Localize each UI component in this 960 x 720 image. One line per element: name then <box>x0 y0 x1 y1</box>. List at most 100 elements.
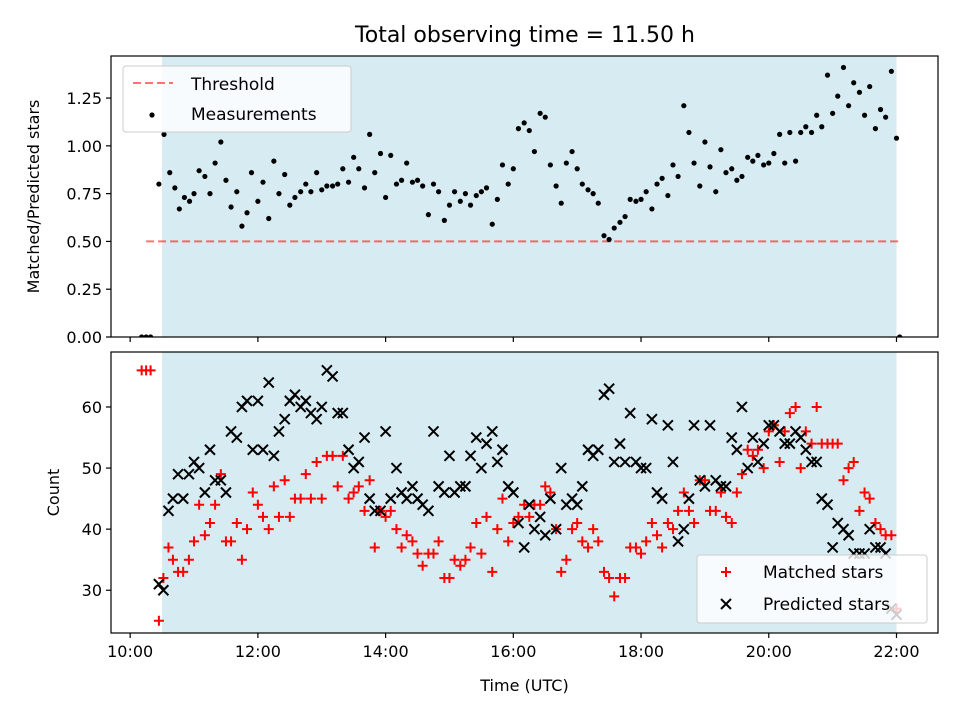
measurement-point <box>659 175 665 181</box>
legend-matched-swatch <box>721 567 731 577</box>
measurement-point <box>510 166 516 172</box>
measurement-point <box>681 103 687 109</box>
measurement-point <box>356 166 362 172</box>
matched-star-point <box>263 524 274 535</box>
predicted-star-point <box>459 480 472 493</box>
predicted-star-point <box>747 431 759 444</box>
predicted-star-point <box>667 456 679 468</box>
matched-star-point <box>561 554 572 565</box>
measurement-point <box>563 160 569 166</box>
predicted-star-point <box>603 382 615 395</box>
measurement-point <box>670 162 676 168</box>
x-tick-label: 18:00 <box>618 642 664 661</box>
predicted-star-point <box>199 486 211 499</box>
predicted-star-point <box>656 492 668 505</box>
matched-star-point <box>726 518 737 529</box>
predicted-star-point <box>273 425 285 438</box>
measurement-point <box>803 124 809 130</box>
predicted-star-point <box>300 395 312 407</box>
measurement-point <box>276 191 282 197</box>
matched-star-point <box>460 554 471 565</box>
predicted-star-point <box>608 456 620 468</box>
predicted-star-point <box>794 431 807 444</box>
predicted-star-point <box>363 492 376 505</box>
measurement-point <box>361 185 368 191</box>
predicted-star-point <box>704 419 716 432</box>
measurement-point <box>627 196 633 202</box>
measurement-point <box>308 189 314 195</box>
measurement-point <box>622 213 628 220</box>
measurement-point <box>505 181 511 187</box>
predicted-star-point <box>268 450 280 462</box>
measurement-point <box>473 192 479 199</box>
measurement-point <box>367 131 373 137</box>
predicted-star-point <box>454 480 467 493</box>
y-tick-label: 1.25 <box>66 89 102 108</box>
predicted-star-point <box>316 401 328 413</box>
measurement-point <box>248 170 255 176</box>
matched-star-point <box>300 469 311 480</box>
measurement-point <box>824 72 831 78</box>
measurement-point <box>414 177 421 183</box>
matched-star-point <box>204 518 215 529</box>
measurement-point <box>340 166 346 172</box>
matched-star-point <box>407 536 418 547</box>
matched-star-point <box>736 469 747 480</box>
measurement-point <box>851 80 857 86</box>
predicted-star-point <box>683 492 695 505</box>
matched-star-point <box>556 566 567 577</box>
predicted-star-point <box>162 505 175 517</box>
measurement-point <box>404 160 410 166</box>
measurement-point <box>766 160 772 166</box>
matched-star-point <box>779 426 790 437</box>
matched-star-point <box>513 511 524 522</box>
matched-star-point <box>247 487 258 498</box>
predicted-star-point <box>475 462 488 474</box>
predicted-star-point <box>427 425 440 438</box>
measurement-point <box>207 191 213 197</box>
predicted-star-point <box>183 468 195 480</box>
measurement-point <box>579 181 585 187</box>
matched-star-point <box>593 536 604 547</box>
x-tick-label: 16:00 <box>490 642 536 661</box>
measurement-point <box>888 68 894 74</box>
matched-star-point <box>210 499 221 510</box>
matched-star-point <box>503 536 514 547</box>
matched-star-point <box>699 475 710 486</box>
measurement-point <box>723 170 729 176</box>
matched-star-point <box>683 505 694 516</box>
predicted-star-point <box>342 444 355 456</box>
predicted-star-point <box>379 425 392 438</box>
matched-star-point <box>215 469 226 480</box>
predicted-star-point <box>619 456 631 468</box>
axes-frame <box>110 351 939 634</box>
measurement-point <box>531 148 537 155</box>
predicted-star-point <box>518 541 530 554</box>
matched-star-point <box>758 463 769 474</box>
matched-star-point <box>620 573 631 584</box>
matched-star-point <box>194 499 205 510</box>
plot-area <box>139 64 903 337</box>
y-axis-label: Matched/Predicted stars <box>24 100 43 294</box>
measurement-point <box>441 217 447 223</box>
matched-star-point <box>348 487 359 498</box>
matched-star-point <box>715 487 726 498</box>
measurement-point <box>462 191 469 197</box>
measurement-point <box>425 212 431 218</box>
measurement-point <box>186 198 193 204</box>
predicted-star-point <box>826 541 839 554</box>
predicted-star-point <box>539 529 551 541</box>
predicted-star-point <box>263 376 275 389</box>
predicted-star-point <box>544 492 557 505</box>
plot-area <box>136 364 903 626</box>
y-tick-label: 0.00 <box>66 328 102 347</box>
series-matched-stars <box>136 365 902 626</box>
predicted-star-point <box>571 499 583 511</box>
predicted-star-point <box>726 431 738 444</box>
measurement-point <box>585 187 591 193</box>
predicted-star-point <box>699 480 711 493</box>
predicted-star-point <box>507 486 520 499</box>
predicted-star-point <box>358 431 371 444</box>
matched-star-point <box>886 530 897 541</box>
measurement-point <box>393 181 400 187</box>
